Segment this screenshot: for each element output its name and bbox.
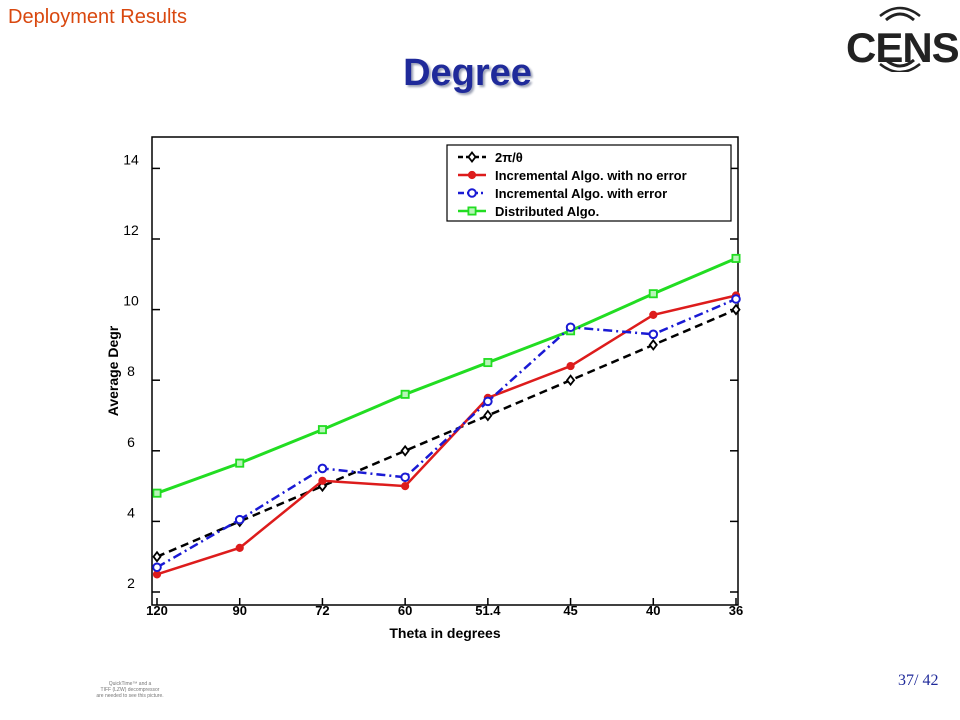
cens-logo: CENS (846, 6, 960, 72)
data-point (152, 488, 162, 498)
page-number: 37/ 42 (898, 672, 939, 689)
legend-box (446, 144, 732, 222)
series-line (156, 308, 737, 558)
quicktime-placeholder-note: QuickTime™ and a TIFF (LZW) decompressor… (80, 681, 180, 699)
data-point (235, 458, 245, 468)
y-tick-label: 4 (127, 504, 135, 520)
data-point (565, 322, 576, 333)
data-point (649, 310, 658, 319)
data-point (400, 444, 410, 457)
y-tick-label: 8 (127, 363, 135, 379)
data-point (400, 389, 410, 399)
data-point (234, 514, 245, 525)
y-tick-label: 6 (127, 434, 135, 450)
x-tick-label: 72 (315, 603, 329, 618)
data-point (317, 425, 327, 435)
data-point (318, 476, 327, 485)
slide-title: Degree (403, 52, 532, 94)
logo-waves-icon (879, 6, 921, 72)
legend-label: Incremental Algo. with error (495, 186, 667, 201)
y-tick-label: 10 (123, 293, 139, 309)
legend-label: 2π/θ (495, 150, 523, 165)
data-point (483, 409, 493, 422)
x-tick-label: 45 (563, 603, 577, 618)
data-point (565, 374, 576, 387)
y-axis-title: Average Degr (105, 325, 121, 416)
legend-marker (467, 206, 477, 216)
data-point (731, 303, 741, 316)
x-tick-label: 120 (146, 603, 168, 618)
x-tick-label: 51.4 (475, 603, 501, 618)
data-point (483, 358, 493, 368)
legend-label: Incremental Algo. with no error (495, 168, 687, 183)
series-line (156, 257, 737, 495)
data-point (152, 550, 162, 563)
quicktime-note-line: are needed to see this picture. (96, 693, 164, 699)
y-tick-label: 14 (123, 151, 139, 167)
series-line (156, 294, 737, 576)
y-tick-label: 2 (127, 575, 135, 591)
quicktime-note-line: TIFF (LZW) decompressor (100, 687, 160, 693)
y-tick-label: 12 (123, 222, 139, 238)
data-point (566, 361, 575, 371)
data-point (648, 329, 659, 340)
data-point (648, 338, 658, 351)
x-tick-label: 90 (232, 603, 246, 618)
x-tick-label: 40 (646, 603, 660, 618)
section-label: Deployment Results (8, 6, 187, 28)
data-point (235, 543, 244, 552)
data-point (648, 289, 658, 299)
data-point (731, 294, 741, 304)
legend-marker (467, 170, 477, 180)
data-point (317, 463, 328, 474)
legend-marker (467, 151, 477, 163)
data-point (152, 562, 162, 573)
logo-text: CENS (846, 24, 960, 71)
x-axis-title: Theta in degrees (389, 625, 500, 641)
data-point (400, 472, 410, 483)
legend-marker (467, 188, 477, 198)
data-point (483, 396, 493, 407)
quicktime-note-line: QuickTime™ and a (108, 681, 152, 687)
x-tick-label: 60 (398, 603, 412, 618)
legend-label: Distributed Algo. (495, 204, 599, 219)
data-point (401, 482, 410, 491)
data-point (731, 253, 741, 263)
x-tick-label: 36 (729, 603, 743, 618)
